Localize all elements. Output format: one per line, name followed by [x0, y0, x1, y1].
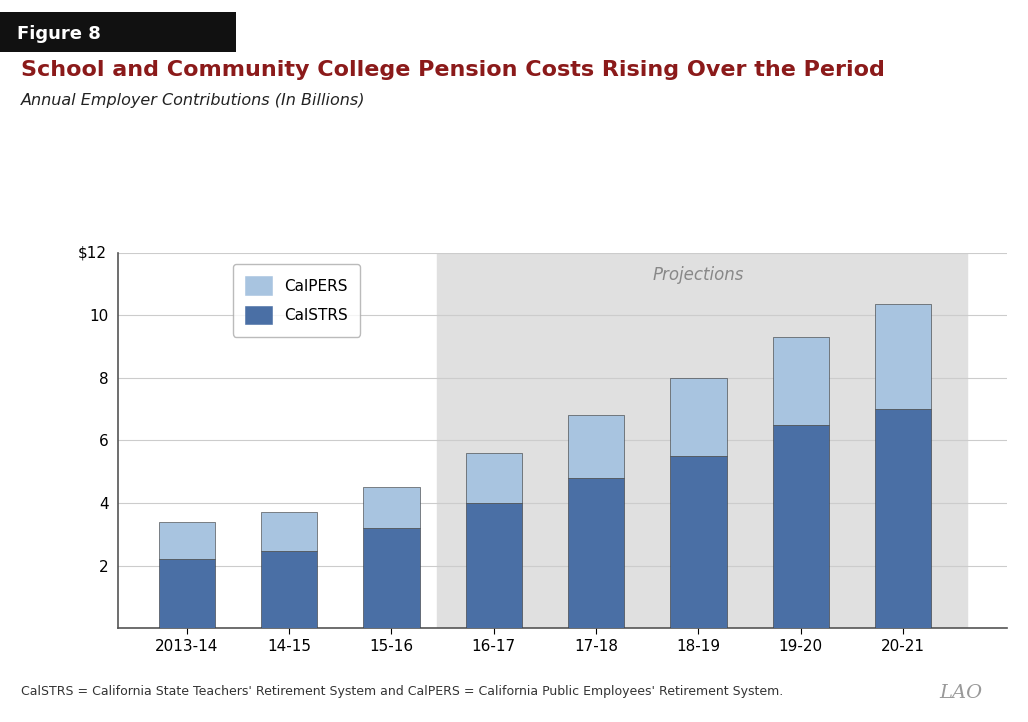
Legend: CalPERS, CalSTRS: CalPERS, CalSTRS	[232, 264, 361, 336]
Bar	[773, 337, 829, 425]
Text: Projections: Projections	[653, 266, 744, 284]
Bar	[261, 552, 318, 628]
Text: Annual Employer Contributions (In Billions): Annual Employer Contributions (In Billio…	[21, 92, 365, 108]
Bar	[437, 253, 967, 628]
Bar	[363, 528, 419, 628]
Bar	[670, 378, 727, 456]
Text: LAO: LAO	[940, 684, 983, 703]
Bar	[466, 453, 522, 503]
Bar	[875, 409, 931, 628]
Bar	[363, 487, 419, 528]
Bar	[875, 305, 931, 409]
Text: Figure 8: Figure 8	[16, 25, 101, 43]
Text: $12: $12	[78, 245, 107, 260]
Text: CalSTRS = California State Teachers' Retirement System and CalPERS = California : CalSTRS = California State Teachers' Ret…	[21, 684, 782, 697]
Text: School and Community College Pension Costs Rising Over the Period: School and Community College Pension Cos…	[21, 60, 884, 80]
Bar	[567, 478, 624, 628]
Bar	[567, 415, 624, 478]
Bar	[466, 503, 522, 628]
Bar	[261, 513, 318, 552]
Bar	[670, 456, 727, 628]
Bar	[158, 522, 215, 560]
Bar	[158, 560, 215, 628]
Bar	[773, 425, 829, 628]
